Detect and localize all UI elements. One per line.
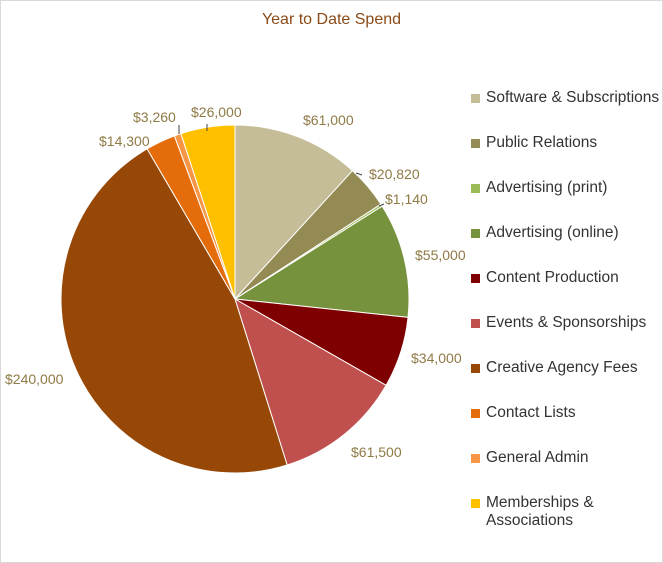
pie-slice — [234, 297, 387, 466]
legend-swatch — [471, 94, 480, 103]
data-label: $34,000 — [411, 350, 462, 366]
legend-item: Public Relations — [471, 134, 663, 179]
data-label: $26,000 — [191, 104, 242, 120]
data-label: $20,820 — [369, 166, 420, 182]
legend-item: Advertising (online) — [471, 224, 663, 269]
legend-swatch — [471, 229, 480, 238]
data-label: $240,000 — [5, 371, 64, 387]
legend-item: Memberships & Associations — [471, 494, 663, 539]
chart-legend: Software & Subscriptions Public Relation… — [471, 89, 663, 539]
legend-label: Content Production — [486, 269, 619, 286]
legend-item: General Admin — [471, 449, 663, 494]
data-label: $14,300 — [99, 133, 150, 149]
leader-line — [378, 203, 385, 207]
data-label: $3,260 — [133, 109, 176, 125]
legend-item: Content Production — [471, 269, 663, 314]
legend-swatch — [471, 364, 480, 373]
legend-label: Creative Agency Fees — [486, 359, 638, 376]
legend-swatch — [471, 184, 480, 193]
legend-swatch — [471, 139, 480, 148]
legend-swatch — [471, 319, 480, 328]
legend-item: Contact Lists — [471, 404, 663, 449]
legend-label: Events & Sponsorships — [486, 314, 647, 331]
legend-label: Memberships & Associations — [486, 494, 594, 529]
data-label: $1,140 — [385, 191, 428, 207]
legend-swatch — [471, 499, 480, 508]
pie-slice — [234, 124, 354, 301]
legend-swatch — [471, 274, 480, 283]
legend-swatch — [471, 409, 480, 418]
pie-slice — [233, 205, 410, 318]
legend-item: Creative Agency Fees — [471, 359, 663, 404]
legend-swatch — [471, 454, 480, 463]
legend-item: Software & Subscriptions — [471, 89, 663, 134]
data-label: $61,500 — [351, 444, 402, 460]
data-label: $55,000 — [415, 247, 466, 263]
legend-label: Public Relations — [486, 134, 598, 151]
leader-line — [355, 172, 363, 176]
legend-label: Advertising (print) — [486, 179, 608, 196]
pie-slice — [60, 148, 288, 474]
legend-label: Contact Lists — [486, 404, 576, 421]
legend-label: Software & Subscriptions — [486, 89, 660, 106]
legend-item: Events & Sponsorships — [471, 314, 663, 359]
legend-label: Advertising (online) — [486, 224, 619, 241]
chart-title: Year to Date Spend — [261, 11, 402, 28]
data-label: $61,000 — [303, 112, 354, 128]
pie-slice — [180, 124, 236, 300]
legend-label: General Admin — [486, 449, 589, 466]
legend-item: Advertising (print) — [471, 179, 663, 224]
